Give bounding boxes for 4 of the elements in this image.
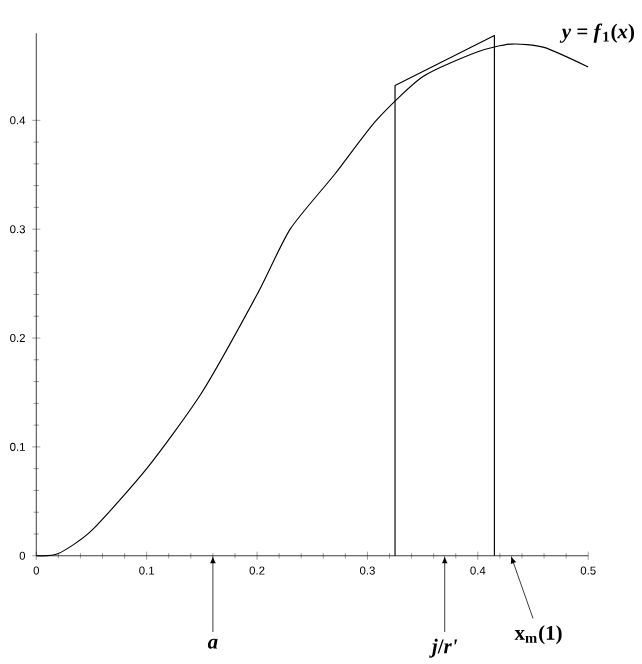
annotation: a (208, 638, 218, 649)
annotation: y = f$_{1}$(x) (560, 23, 635, 43)
text: x$_{m}$(1) (514, 625, 562, 645)
annotation: j/r' (429, 638, 458, 658)
